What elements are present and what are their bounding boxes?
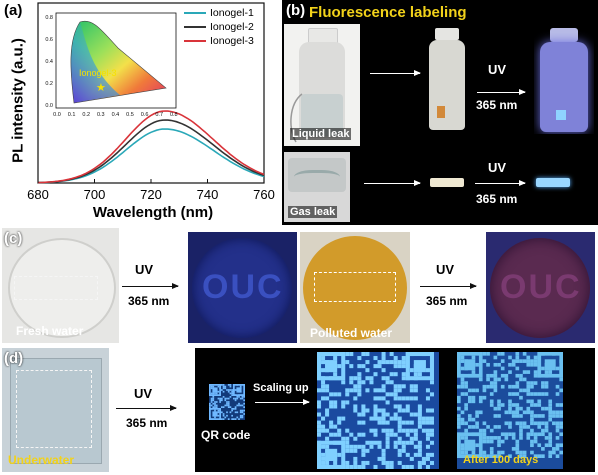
uv-label-c2: UV [436, 262, 455, 277]
inset-x-tick-label: 0.0 [53, 112, 61, 118]
panel-a-label: (a) [4, 2, 23, 19]
fresh-water-uv-photo: OUC [188, 232, 297, 343]
inset-y-tick-label: 0.8 [45, 15, 53, 21]
uv-label-d: UV [134, 386, 153, 401]
liquid-leak-label: Liquid leak [290, 128, 352, 140]
arrow-d1 [116, 405, 177, 411]
inset-x-tick-label: 0.8 [170, 112, 178, 118]
x-tick-label: 720 [140, 187, 162, 202]
inset-y-tick-label: 0.2 [45, 81, 53, 87]
panel-b: (b) Fluorescence labeling Liquid leak UV… [282, 0, 598, 225]
gas-leak-photo: Gas leak [284, 152, 350, 222]
qr-display-panel: QR code Scaling up After 100 days [195, 348, 595, 472]
polluted-water-uv-photo: OUC [486, 232, 595, 343]
underwater-label: Underwater [8, 453, 75, 467]
polluted-water-photo: Polluted water [300, 232, 410, 343]
after-days-label: After 100 days [463, 454, 539, 466]
legend-item: Ionogel-1 [184, 6, 254, 20]
arrow-b1 [370, 70, 421, 76]
panel-d: Underwater (d) UV 365 nm QR code Scaling… [0, 348, 598, 475]
legend: Ionogel-1 Ionogel-2 Ionogel-3 [184, 6, 254, 48]
inset-x-tick-label: 0.3 [97, 112, 105, 118]
arrow-b4 [475, 180, 526, 186]
legend-item: Ionogel-2 [184, 20, 254, 34]
uv-label-b1: UV [488, 62, 507, 77]
arrow-c2 [420, 283, 477, 289]
series-line-1 [37, 128, 265, 184]
inset-x-tick-label: 0.6 [141, 112, 149, 118]
arrow-d2 [255, 399, 310, 405]
wavelength-label-c2: 365 nm [426, 294, 468, 308]
fresh-water-photo: Fresh water [2, 228, 119, 343]
inset-x-tick-label: 0.7 [155, 112, 163, 118]
pl-chart: 680 700 720 740 760 ★ [27, 2, 275, 202]
wavelength-label-b2: 365 nm [476, 192, 518, 206]
fresh-water-label: Fresh water [16, 324, 84, 338]
ouc-logo-text-2: OUC [500, 268, 582, 306]
inset-star: ★ [96, 81, 106, 94]
inset-x-tick-label: 0.1 [68, 112, 76, 118]
wavelength-label-d: 365 nm [126, 416, 168, 430]
polluted-water-label: Polluted water [310, 326, 393, 340]
panel-d-label: (d) [4, 350, 24, 367]
inset-x-tick-label: 0.4 [112, 112, 120, 118]
panel-c: Fresh water (c) UV 365 nm OUC Polluted w… [0, 228, 598, 346]
scaling-up-label: Scaling up [253, 382, 309, 394]
legend-item: Ionogel-3 [184, 34, 254, 48]
uv-label-b2: UV [488, 160, 507, 175]
panel-c-label: (c) [4, 230, 23, 247]
bottle-photo-1: Liquid leak [284, 24, 360, 146]
x-tick-label: 760 [253, 187, 275, 202]
x-tick-label: 680 [27, 187, 49, 202]
qr-code-label: QR code [201, 428, 251, 442]
uv-strip-sample [536, 178, 570, 187]
inset-y-tick-label: 0.6 [45, 37, 53, 43]
panel-b-label: (b) [286, 2, 306, 19]
arrow-c1 [122, 283, 179, 289]
inset-x-tick-label: 0.2 [82, 112, 90, 118]
uv-label-c1: UV [135, 262, 154, 277]
series-line-2 [37, 119, 265, 184]
panel-b-title: Fluorescence labeling [309, 4, 467, 21]
inset-y-tick-label: 0.4 [45, 59, 53, 65]
scaled-qr-photo [317, 352, 439, 469]
panel-a: (a) PL intensity (a.u.) 680 700 720 740 760 [0, 0, 282, 225]
arrow-b3 [364, 180, 421, 186]
uv-bottle-photo [534, 24, 594, 134]
series-line-3 [37, 110, 265, 184]
wavelength-label-b1: 365 nm [476, 98, 518, 112]
arrow-b2 [477, 89, 526, 95]
bottle-photo-2 [425, 24, 469, 134]
x-tick-label: 740 [197, 187, 219, 202]
cie-inset: ★ Ionogel-3 0.0 0.1 0.2 0.3 0.4 0.5 0.6 0.7 0.8 0… [45, 12, 178, 118]
x-axis-label: Wavelength (nm) [92, 204, 214, 221]
inset-y-tick-label: 0.0 [45, 103, 53, 109]
underwater-photo: Underwater [2, 348, 109, 472]
inset-label: Ionogel-3 [79, 68, 117, 78]
small-qr-code [209, 384, 245, 420]
wavelength-label-c1: 365 nm [128, 294, 170, 308]
gas-leak-label: Gas leak [288, 206, 338, 218]
ouc-logo-text: OUC [202, 268, 284, 306]
aged-qr-photo: After 100 days [457, 352, 563, 469]
x-tick-label: 700 [84, 187, 106, 202]
inset-x-tick-label: 0.5 [126, 112, 134, 118]
strip-sample [430, 178, 464, 187]
